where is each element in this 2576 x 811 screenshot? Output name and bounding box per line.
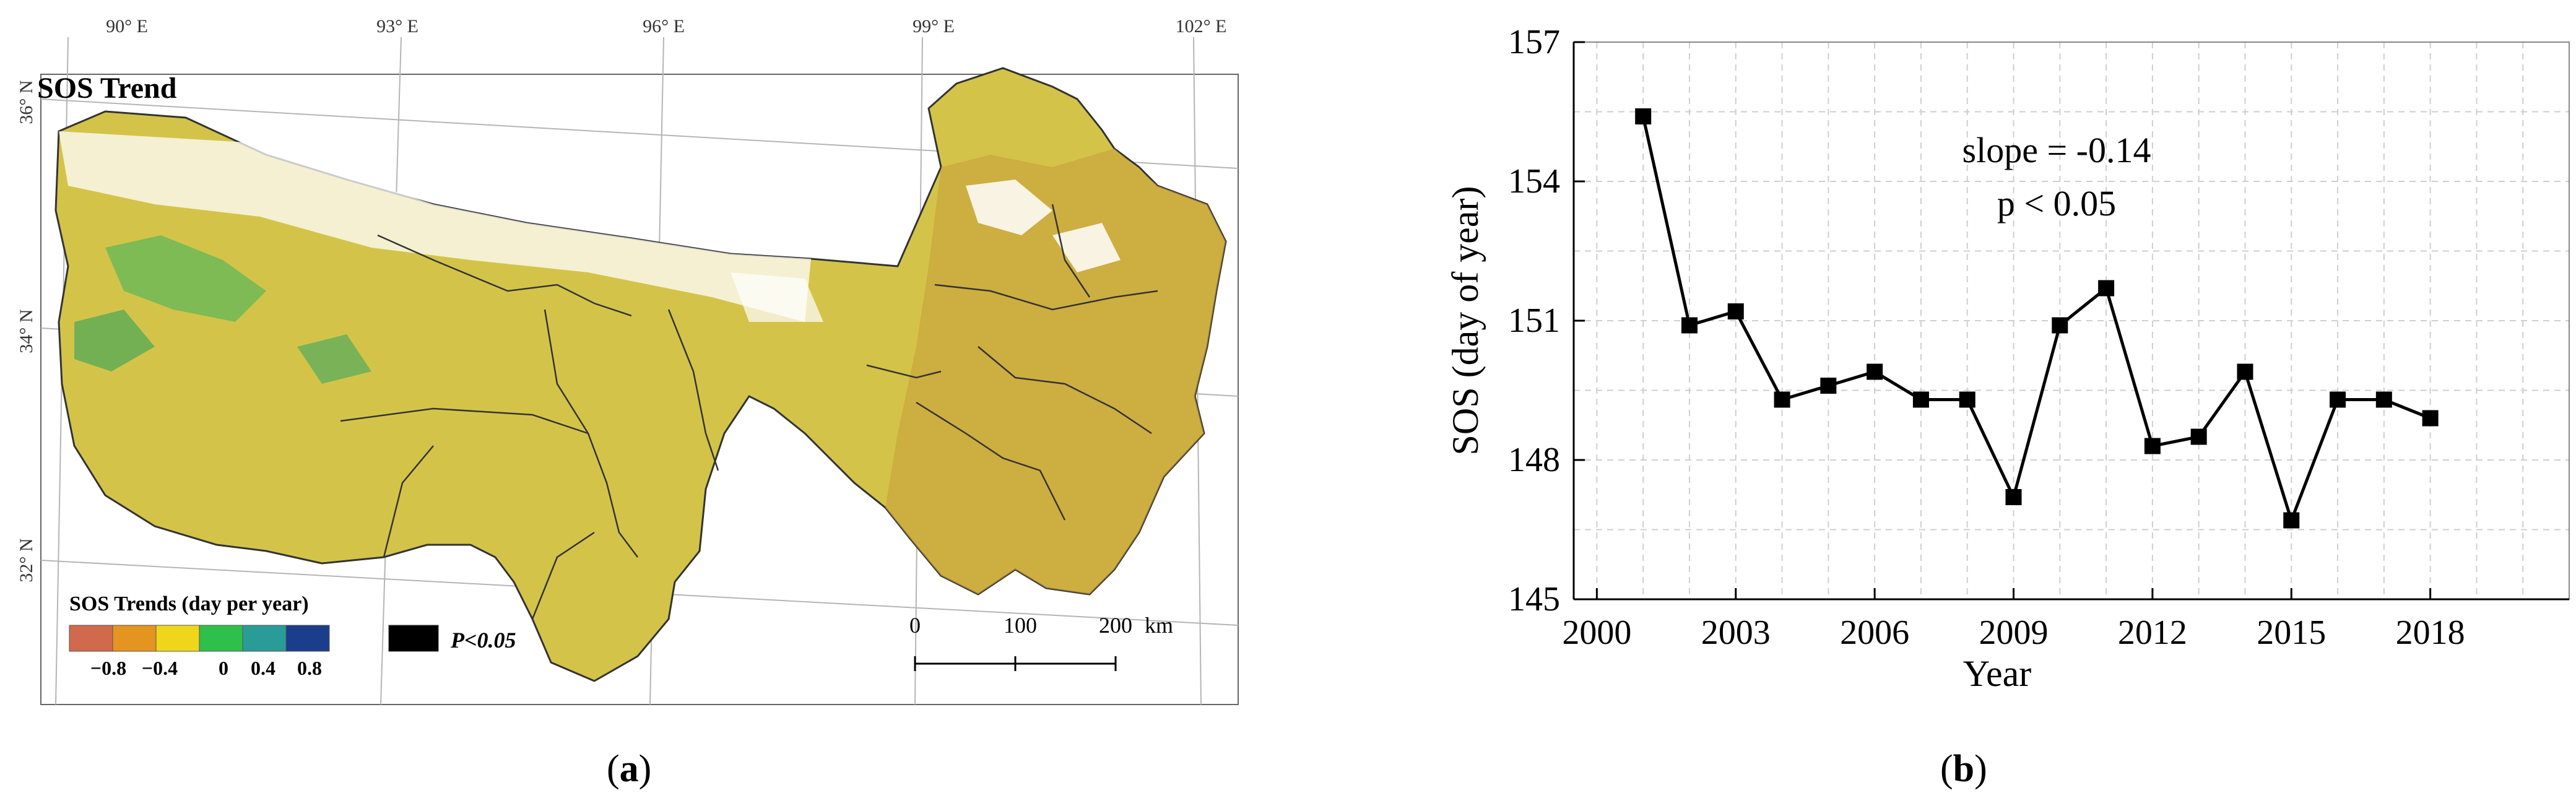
legend-tick-label: 0.8 <box>297 657 322 679</box>
latitude-labels: 36° N 34° N 32° N <box>16 80 37 582</box>
legend-tick-label: 0.4 <box>251 657 275 679</box>
data-point <box>1867 363 1883 380</box>
data-point <box>1681 317 1698 334</box>
lat-label-32: 32° N <box>16 538 37 582</box>
x-tick-label: 2015 <box>2257 614 2326 652</box>
data-point <box>2237 363 2253 380</box>
legend-swatch <box>112 625 157 652</box>
x-axis-label: Year <box>1963 653 2032 694</box>
legend-tick-label: −0.4 <box>142 657 178 679</box>
series-line <box>1641 116 2431 526</box>
y-tick-label: 145 <box>1508 580 1560 618</box>
legend-tick-label: 0 <box>219 657 228 679</box>
x-tick-label: 2006 <box>1840 614 1909 652</box>
data-point <box>2052 317 2068 334</box>
chart-grid <box>1574 41 2570 600</box>
data-point <box>1727 303 1744 319</box>
data-point <box>1820 378 1837 394</box>
significance-swatch <box>388 625 439 652</box>
lon-label-102: 102° E <box>1176 16 1227 37</box>
panel-b-chart: 2000 2003 2006 2009 2012 2015 2018 145 148 151 154… <box>1445 23 2570 694</box>
lon-label-93: 93° E <box>376 16 418 37</box>
lat-label-34: 34° N <box>16 309 37 353</box>
legend-title: SOS Trends (day per year) <box>69 592 309 615</box>
caption-a: (a) <box>607 748 651 790</box>
lon-label-96: 96° E <box>643 16 685 37</box>
panel-a-map: SOS Trend 90° E 93° E 96° E 99° E 102° E… <box>16 16 1239 705</box>
lon-label-90: 90° E <box>106 16 148 37</box>
longitude-labels: 90° E 93° E 96° E 99° E 102° E <box>106 16 1226 37</box>
data-point <box>2005 489 2022 505</box>
lat-label-36: 36° N <box>16 80 37 124</box>
chart-annotation-p: p < 0.05 <box>1997 183 2116 223</box>
data-point <box>2375 391 2392 408</box>
data-point <box>2330 391 2346 408</box>
x-tick-label: 2000 <box>1562 614 1631 652</box>
scale-label-km: km <box>1145 613 1173 638</box>
legend-swatch <box>285 625 330 652</box>
map-title: SOS Trend <box>37 72 177 105</box>
data-point <box>1959 391 1975 408</box>
chart-annotation-slope: slope = -0.14 <box>1962 130 2151 170</box>
chart-series <box>1635 108 2439 529</box>
data-point <box>1912 391 1929 408</box>
legend-swatches <box>69 625 330 652</box>
y-tick-label: 148 <box>1508 441 1560 479</box>
scale-label-0: 0 <box>909 613 921 638</box>
scale-label-200: 200 <box>1099 613 1132 638</box>
data-point <box>2283 512 2300 529</box>
scale-label-100: 100 <box>1004 613 1037 638</box>
legend-tick-label: −0.8 <box>90 657 126 679</box>
map-region <box>54 67 1227 682</box>
x-tick-label: 2018 <box>2396 614 2465 652</box>
y-tick-label: 154 <box>1508 162 1560 201</box>
data-point <box>1774 391 1790 408</box>
scale-bar: 0 100 200 km <box>909 613 1173 671</box>
legend-swatch <box>199 625 243 652</box>
figure-captions: (a) (b) <box>607 748 1987 790</box>
y-tick-label: 151 <box>1508 301 1560 340</box>
data-point <box>1635 108 1652 124</box>
chart-axes: 2000 2003 2006 2009 2012 2015 2018 145 148 151 154… <box>1445 23 2569 694</box>
x-tick-label: 2003 <box>1701 614 1771 652</box>
x-tick-label: 2012 <box>2118 614 2187 652</box>
data-point <box>2144 438 2161 454</box>
data-point <box>2098 280 2115 297</box>
legend-swatch <box>242 625 287 652</box>
y-axis-label: SOS (day of year) <box>1445 186 1486 456</box>
x-tick-label: 2009 <box>1979 614 2049 652</box>
lon-label-99: 99° E <box>913 16 955 37</box>
significance-label: P<0.05 <box>450 628 516 653</box>
caption-b: (b) <box>1940 748 1987 790</box>
y-tick-label: 157 <box>1508 23 1560 61</box>
legend-swatch <box>155 625 200 652</box>
data-point <box>2422 410 2439 427</box>
data-point <box>2190 428 2207 445</box>
map-legend: SOS Trends (day per year) −0.8 −0.4 0 0.… <box>69 592 516 679</box>
legend-swatch <box>69 625 113 652</box>
